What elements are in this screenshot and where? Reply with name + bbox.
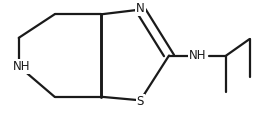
Text: NH: NH bbox=[189, 49, 206, 62]
Text: NH: NH bbox=[12, 60, 30, 73]
Text: N: N bbox=[136, 2, 145, 15]
Text: S: S bbox=[137, 95, 144, 108]
